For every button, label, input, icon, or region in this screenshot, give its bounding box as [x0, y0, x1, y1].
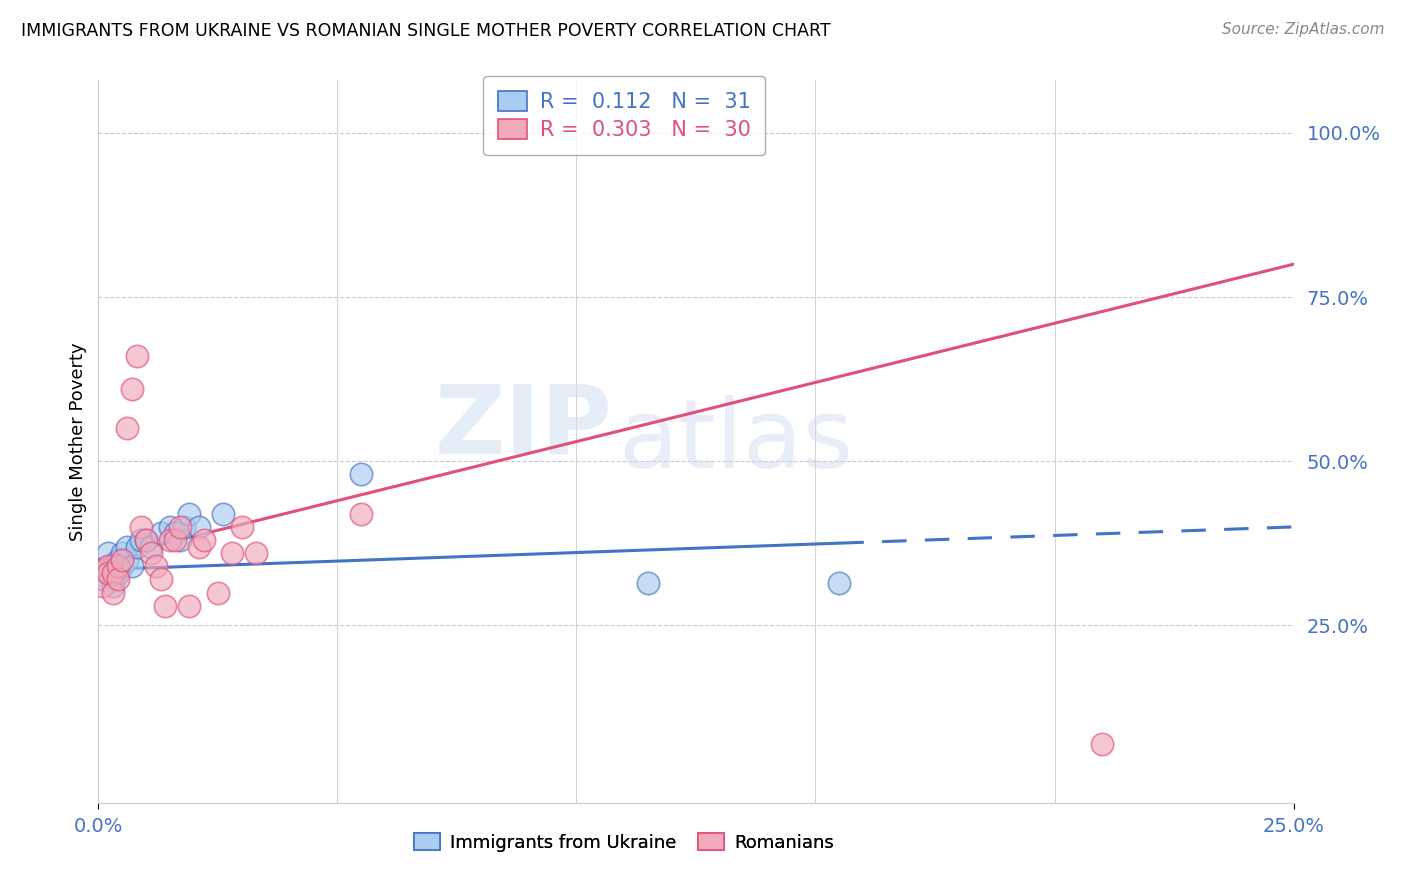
Point: [145, 559, 167, 574]
Point: [125, 540, 148, 554]
Point: [159, 533, 181, 547]
Point: [131, 533, 153, 547]
Point: [115, 553, 138, 567]
Legend: Immigrants from Ukraine, Romanians: Immigrants from Ukraine, Romanians: [404, 822, 845, 863]
Point: [107, 553, 129, 567]
Point: [350, 467, 373, 482]
Y-axis label: Single Mother Poverty: Single Mother Poverty: [69, 343, 87, 541]
Point: [179, 599, 201, 613]
Point: [125, 349, 148, 363]
Point: [101, 579, 124, 593]
Point: [107, 566, 129, 580]
Point: [350, 507, 373, 521]
Point: [111, 553, 134, 567]
Point: [91, 563, 114, 577]
Point: [97, 559, 120, 574]
Point: [159, 520, 181, 534]
Point: [97, 566, 120, 580]
Point: [97, 566, 120, 580]
Point: [173, 520, 195, 534]
Point: [91, 563, 114, 577]
Point: [107, 559, 129, 574]
Point: [101, 566, 124, 580]
Point: [155, 599, 177, 613]
Point: [135, 533, 157, 547]
Point: [139, 546, 162, 560]
Point: [111, 546, 134, 560]
Point: [139, 540, 162, 554]
Point: [193, 533, 215, 547]
Point: [187, 540, 209, 554]
Point: [101, 585, 124, 599]
Point: [211, 507, 233, 521]
Point: [101, 559, 124, 574]
Point: [1091, 737, 1114, 751]
Text: IMMIGRANTS FROM UKRAINE VS ROMANIAN SINGLE MOTHER POVERTY CORRELATION CHART: IMMIGRANTS FROM UKRAINE VS ROMANIAN SING…: [21, 22, 831, 40]
Point: [91, 579, 114, 593]
Point: [121, 382, 143, 396]
Point: [111, 559, 134, 574]
Point: [111, 553, 134, 567]
Point: [828, 575, 851, 590]
Point: [221, 546, 243, 560]
Point: [131, 520, 153, 534]
Point: [115, 421, 138, 435]
Text: Source: ZipAtlas.com: Source: ZipAtlas.com: [1222, 22, 1385, 37]
Point: [163, 533, 186, 547]
Point: [149, 526, 172, 541]
Point: [169, 520, 191, 534]
Point: [149, 573, 172, 587]
Point: [121, 559, 143, 574]
Point: [163, 526, 186, 541]
Text: ZIP: ZIP: [434, 381, 613, 474]
Text: atlas: atlas: [619, 395, 853, 488]
Point: [97, 559, 120, 574]
Point: [187, 520, 209, 534]
Point: [115, 540, 138, 554]
Point: [169, 533, 191, 547]
Point: [231, 520, 253, 534]
Point: [97, 546, 120, 560]
Point: [107, 573, 129, 587]
Point: [91, 573, 114, 587]
Point: [207, 585, 229, 599]
Point: [135, 533, 157, 547]
Point: [245, 546, 267, 560]
Point: [101, 573, 124, 587]
Point: [179, 507, 201, 521]
Point: [637, 575, 659, 590]
